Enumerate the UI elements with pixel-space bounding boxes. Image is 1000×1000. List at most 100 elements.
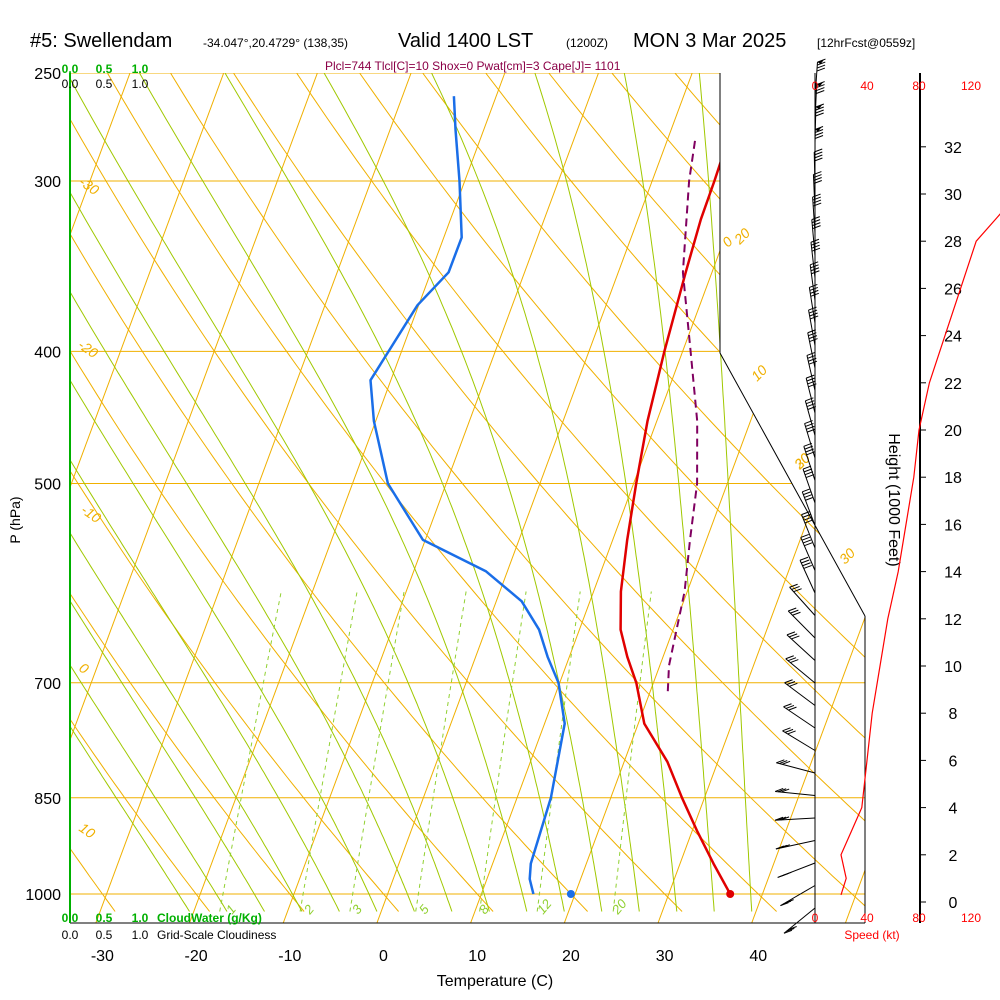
dry-adiabat-label: 0 xyxy=(76,659,92,677)
speed-tick-bottom: 120 xyxy=(961,911,981,925)
pressure-tick-label: 400 xyxy=(34,344,61,361)
wind-barb-feather xyxy=(815,106,824,111)
wind-barb-feather xyxy=(811,270,820,275)
wind-barb-feather xyxy=(806,400,815,405)
wind-barb-feather xyxy=(808,332,817,337)
wind-barb-feather xyxy=(799,556,809,561)
pressure-tick-label: 500 xyxy=(34,477,61,494)
speed-tick-bottom: 80 xyxy=(912,911,926,925)
height-tick-label: 20 xyxy=(944,423,962,440)
height-tick-label: 10 xyxy=(944,659,962,676)
sounding-parameters: Plcl=744 Tlcl[C]=10 Shox=0 Pwat[cm]=3 Ca… xyxy=(325,59,621,73)
cloudiness-tick-top: 0.5 xyxy=(96,77,113,91)
temperature-tick-label: 30 xyxy=(656,948,674,965)
mixing-ratio-line xyxy=(612,591,652,912)
cloud-water-tick-bottom: 0.5 xyxy=(96,911,113,925)
dry-adiabat-line xyxy=(93,73,777,912)
wind-barb-feather xyxy=(793,588,802,593)
wind-barb-staff xyxy=(785,658,816,684)
wind-barb-staff xyxy=(807,332,816,369)
wind-barb-feather xyxy=(806,351,816,356)
dewpoint-line xyxy=(369,96,566,895)
cloud-water-tick-top: 0.5 xyxy=(96,62,113,76)
wind-barb-feather xyxy=(803,516,812,521)
wind-barb-feather xyxy=(801,511,810,516)
cloud-water-tick-bottom: 1.0 xyxy=(132,911,149,925)
height-tick-label: 8 xyxy=(949,706,958,723)
mixing-ratio-label: 2 xyxy=(300,901,317,918)
moist-adiabat-line xyxy=(70,73,415,912)
moist-adiabat-line xyxy=(139,73,528,912)
mixing-ratio-label: 20 xyxy=(608,896,630,918)
wind-barb-feather xyxy=(811,241,820,246)
cloud-water-tick-top: 0.0 xyxy=(62,62,79,76)
isotherm-line xyxy=(563,73,865,923)
wind-barb-feather xyxy=(807,380,816,385)
height-tick-label: 12 xyxy=(944,612,962,629)
wind-barb-feather xyxy=(786,681,796,685)
wind-barb-feather xyxy=(812,222,821,227)
wind-barb-feather xyxy=(788,633,798,638)
wind-barb-staff xyxy=(787,610,816,639)
wind-barb-feather xyxy=(815,112,824,117)
wind-barb-feather xyxy=(774,816,784,821)
wind-barb-feather xyxy=(801,559,810,564)
temperature-tick-label: 40 xyxy=(749,948,767,965)
dry-adiabat-line xyxy=(529,73,865,912)
speed-tick-top: 80 xyxy=(912,79,926,93)
height-tick-label: 16 xyxy=(944,517,962,534)
dry-adiabat-label: -20 xyxy=(75,336,101,361)
cloudiness-tick-top: 1.0 xyxy=(132,77,149,91)
wind-barb-feather xyxy=(788,926,797,930)
moist-adiabat-line xyxy=(70,73,490,912)
wind-barb-staff xyxy=(783,706,816,729)
dry-adiabat-line xyxy=(70,73,588,912)
wind-barb-feather xyxy=(811,219,821,224)
wind-barb-feather xyxy=(791,635,800,640)
isotherm-line xyxy=(751,73,865,923)
mixing-ratio-label: 8 xyxy=(476,901,493,917)
wind-speed-line xyxy=(840,213,1000,896)
wind-barb-feather xyxy=(783,929,793,934)
wind-barb-feather xyxy=(783,871,792,876)
wind-barb-feather xyxy=(786,631,796,636)
height-tick-label: 2 xyxy=(949,848,958,865)
cloudiness-scale-title: Grid-Scale Cloudiness xyxy=(157,928,276,942)
wind-barb-feather xyxy=(812,225,821,230)
wind-barb-feather xyxy=(784,728,794,733)
wind-barb-feather xyxy=(814,151,823,156)
moist-adiabat-line xyxy=(623,73,715,912)
moist-adiabat-line xyxy=(70,73,378,912)
wind-barb-feather xyxy=(808,357,817,362)
dry-adiabat-line xyxy=(70,73,683,912)
wind-barb-feather xyxy=(811,216,820,221)
mixing-ratio-line xyxy=(415,591,467,912)
wind-barb-pennant xyxy=(817,59,825,65)
profiles xyxy=(369,95,741,895)
speed-tick-top: 0 xyxy=(812,79,819,93)
wind-barb-pennant xyxy=(816,81,824,87)
mixing-ratio-line xyxy=(479,591,527,912)
wind-barb-feather xyxy=(811,247,821,252)
height-axis-title: Height (1000 Feet) xyxy=(885,433,902,566)
moist-adiabat-line xyxy=(698,73,753,912)
height-tick-label: 30 xyxy=(944,187,962,204)
wind-barb-feather xyxy=(807,406,816,410)
wind-barb-staff xyxy=(789,586,816,616)
mixing-ratio-line xyxy=(349,591,405,912)
wind-barb-feather xyxy=(806,403,816,408)
isotherm-line xyxy=(70,73,225,923)
plot-boundary xyxy=(719,73,866,617)
wind-barb-feather xyxy=(775,787,784,792)
wind-barbs xyxy=(774,58,866,934)
cloudiness-tick-bottom: 0.5 xyxy=(96,928,113,942)
wind-barb-pennant xyxy=(815,104,823,110)
dry-adiabat-label: -10 xyxy=(78,501,104,526)
station-title: #5: Swellendam xyxy=(30,30,173,52)
wind-barb-feather xyxy=(808,360,818,365)
moist-adiabat-line xyxy=(70,73,303,912)
moist-adiabat-line xyxy=(323,73,603,912)
temperature-tick-label: 20 xyxy=(562,948,580,965)
